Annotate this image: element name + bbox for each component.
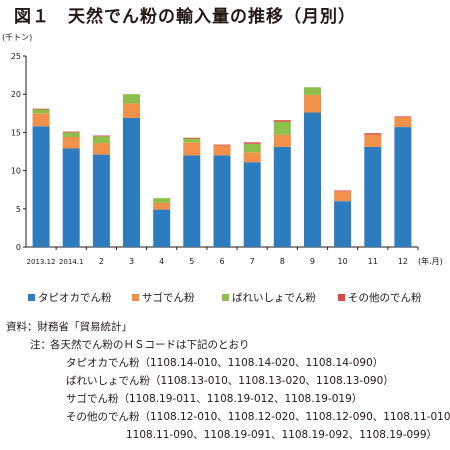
bar-segment-sago: [123, 103, 140, 118]
y-tick-label: 5: [16, 205, 21, 214]
legend-swatch-tapioca: [28, 294, 35, 301]
bar-segment-tapioca: [153, 209, 171, 247]
note-main: 各天然でん粉のＨＳコードは下記のとおり: [50, 339, 250, 351]
x-tick-label: 2014.1: [59, 258, 84, 266]
x-tick-label: 2: [99, 257, 104, 266]
bar-segment-tapioca: [394, 127, 412, 247]
legend-item-sago: サゴでん粉: [132, 290, 195, 305]
bar-segment-sago: [394, 117, 412, 127]
bar-segment-other: [243, 142, 261, 144]
stacked-bar-chart: (千トン) 0 5 10 15 20 25 2013.12 2014.1 2 3 4 5 6 7 8 9 10…: [2, 32, 443, 266]
note-sago-codes: サゴでん粉（1108.19-011、1108.19-012、1108.19-01…: [66, 393, 363, 405]
bar-segment-tapioca: [273, 146, 291, 247]
bar-segment-other: [32, 108, 50, 110]
x-axis-unit: (年.月): [418, 256, 443, 266]
bar-segment-other: [183, 137, 201, 139]
legend-label-potato: ばれいしょでん粉: [232, 292, 316, 304]
chart-title: 図１ 天然でん粉の輸入量の推移（月別）: [14, 2, 356, 27]
bar-series: [32, 87, 412, 248]
bar-segment-other: [62, 131, 80, 133]
bar-segment-potato: [92, 136, 110, 144]
bar-segment-potato: [153, 198, 171, 203]
bar-segment-other: [273, 120, 291, 122]
legend-swatch-sago: [132, 294, 139, 301]
bar-segment-sago: [243, 152, 261, 163]
bar-segment-sago: [183, 142, 201, 156]
bar-segment-tapioca: [243, 162, 261, 247]
bar-segment-sago: [273, 134, 291, 147]
x-tick-label: 5: [189, 257, 194, 266]
bar-segment-other: [394, 116, 412, 118]
bar-segment-sago: [334, 191, 352, 202]
legend-label-other: その他のでん粉: [348, 292, 422, 304]
note-tapioca-codes: タピオカでん粉（1108.14-010、1108.14-020、1108.14-…: [66, 357, 384, 369]
y-tick-label: 25: [11, 52, 21, 61]
bar-segment-tapioca: [364, 146, 382, 247]
bar-segment-sago: [62, 137, 80, 149]
bar-segment-tapioca: [32, 126, 50, 247]
bar-segment-potato: [183, 138, 201, 143]
chart-legend: タピオカでん粉 サゴでん粉 ばれいしょでん粉 その他のでん粉: [0, 290, 450, 306]
bar-segment-potato: [273, 121, 291, 135]
y-axis: 0 5 10 15 20 25: [11, 52, 27, 252]
y-tick-label: 15: [11, 128, 21, 137]
x-tick-label: 7: [250, 257, 255, 266]
bar-segment-potato: [243, 143, 261, 153]
figure-number: 図１: [14, 7, 50, 27]
bar-segment-sago: [153, 202, 171, 210]
bar-segment-sago: [32, 113, 50, 127]
figure-title: 天然でん粉の輸入量の推移（月別）: [68, 7, 356, 27]
note-potato-codes: ばれいしょでん粉（1108.13-010、1108.13-020、1108.13…: [66, 375, 394, 387]
bar-segment-potato: [304, 87, 321, 95]
note-other-codes-1: その他のでん粉（1108.12-010、1108.12-020、1108.12-…: [66, 411, 450, 423]
bar-segment-other: [364, 133, 382, 135]
x-tick-label: 8: [280, 257, 285, 266]
legend-label-tapioca: タピオカでん粉: [38, 292, 112, 304]
bar-segment-other: [334, 190, 352, 192]
x-tick-label: 6: [219, 257, 224, 266]
legend-item-other: その他のでん粉: [338, 290, 422, 305]
source-note: 資料：財務省「貿易統計」: [6, 321, 132, 333]
legend-item-potato: ばれいしょでん粉: [222, 290, 316, 305]
bar-segment-sago: [304, 95, 321, 113]
bar-segment-other: [213, 144, 231, 146]
legend-swatch-potato: [222, 294, 229, 301]
y-tick-label: 10: [11, 167, 21, 176]
bar-segment-potato: [123, 94, 140, 104]
bar-segment-tapioca: [213, 155, 231, 247]
x-axis: 2013.12 2014.1 2 3 4 5 6 7 8 9 10 11 12: [26, 246, 419, 266]
bar-segment-tapioca: [334, 201, 352, 247]
bar-segment-tapioca: [123, 117, 140, 248]
x-tick-label: 11: [368, 257, 378, 266]
y-tick-label: 0: [16, 243, 21, 252]
bar-segment-tapioca: [183, 155, 201, 247]
bar-segment-tapioca: [92, 154, 110, 247]
x-tick-label: 10: [338, 257, 348, 266]
legend-swatch-other: [338, 294, 345, 301]
x-tick-label: 4: [159, 257, 164, 266]
x-tick-label: 2013.12: [27, 258, 56, 266]
note-other-codes-2: 1108.11-090、1108.19-091、1108.19-092、1108…: [126, 429, 438, 441]
x-tick-label: 9: [310, 257, 315, 266]
bar-segment-sago: [364, 134, 382, 147]
bar-segment-other: [92, 135, 110, 137]
y-tick-label: 20: [11, 90, 21, 99]
legend-label-sago: サゴでん粉: [142, 292, 195, 304]
bar-segment-sago: [92, 143, 110, 155]
bar-segment-potato: [62, 132, 80, 137]
bar-segment-sago: [213, 145, 231, 156]
bar-segment-tapioca: [62, 148, 80, 247]
note-label: 注：: [30, 339, 51, 351]
x-tick-label: 12: [398, 257, 408, 266]
bar-segment-tapioca: [304, 112, 321, 247]
y-axis-unit: (千トン): [2, 32, 32, 42]
x-tick-label: 3: [129, 257, 134, 266]
bar-segment-potato: [32, 109, 50, 114]
legend-item-tapioca: タピオカでん粉: [28, 290, 112, 305]
